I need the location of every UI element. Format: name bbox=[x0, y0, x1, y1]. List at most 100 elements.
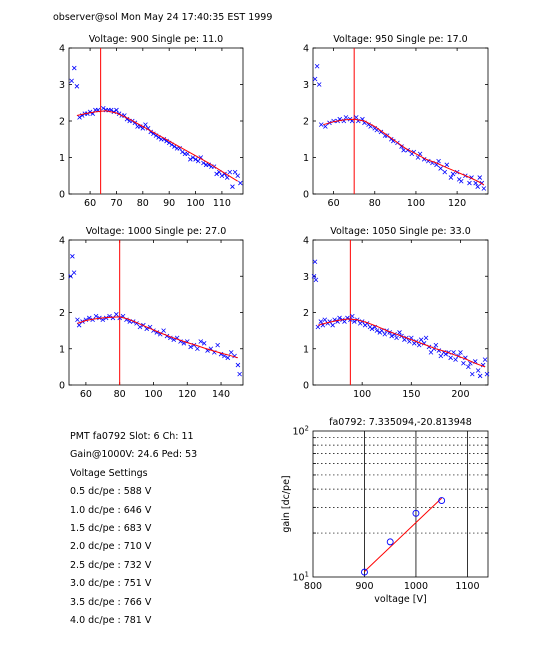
data-point bbox=[401, 147, 406, 153]
x-tick-label: 60 bbox=[80, 389, 92, 400]
data-point bbox=[76, 322, 82, 328]
x-tick-label: 1100 bbox=[455, 581, 479, 592]
data-point bbox=[225, 355, 231, 361]
data-point bbox=[74, 84, 80, 89]
setting-item: 1.0 dc/pe : 646 V bbox=[70, 504, 152, 516]
data-point bbox=[397, 330, 402, 335]
y-tick-label: 1 bbox=[59, 344, 65, 355]
x-tick-label: 100 bbox=[186, 198, 204, 209]
plot-title: Voltage: 1000 Single pe: 27.0 bbox=[86, 226, 227, 237]
data-point bbox=[195, 346, 200, 352]
data-point bbox=[448, 175, 454, 180]
data-point bbox=[466, 364, 471, 370]
x-tick-label: 80 bbox=[137, 198, 149, 209]
setting-item: 0.5 dc/pe : 588 V bbox=[70, 486, 152, 498]
data-point bbox=[475, 184, 480, 189]
x-tick-label: 900 bbox=[355, 581, 373, 592]
data-point bbox=[448, 355, 453, 361]
data-point bbox=[386, 538, 394, 546]
data-point bbox=[235, 362, 241, 368]
x-tick-label: 1000 bbox=[404, 581, 428, 592]
data-point bbox=[228, 350, 234, 355]
plot-voltage-1000: Voltage: 1000 Single pe: 27.060 80 100 120 1… bbox=[59, 226, 244, 400]
data-point bbox=[337, 315, 342, 321]
fit-curve bbox=[317, 318, 486, 368]
y-tick-label: 2 bbox=[59, 117, 65, 128]
data-point bbox=[458, 178, 464, 184]
data-point bbox=[369, 326, 375, 332]
data-point bbox=[237, 371, 242, 377]
plot-title: Voltage: 950 Single pe: 17.0 bbox=[333, 34, 467, 45]
data-point bbox=[399, 144, 404, 149]
pmt-line: PMT fa0792 Slot: 6 Ch: 11 bbox=[70, 431, 194, 442]
data-point bbox=[198, 339, 204, 344]
y-tick-label: 4 bbox=[303, 44, 309, 55]
data-point bbox=[161, 328, 166, 333]
x-tick-label: 800 bbox=[304, 581, 322, 592]
data-point bbox=[69, 78, 74, 84]
x-tick-label: 90 bbox=[163, 198, 175, 209]
data-point bbox=[238, 180, 243, 186]
data-point bbox=[353, 115, 359, 120]
data-point bbox=[314, 63, 320, 69]
data-point bbox=[93, 313, 99, 319]
data-point bbox=[342, 319, 347, 324]
fit-line bbox=[364, 497, 443, 572]
data-point bbox=[350, 313, 355, 319]
x-tick-label: 100 bbox=[407, 198, 425, 209]
x-tick-label: 100 bbox=[144, 389, 162, 400]
x-tick-label: 70 bbox=[110, 198, 122, 209]
data-point bbox=[114, 312, 119, 317]
x-tick-label: 80 bbox=[369, 198, 381, 209]
setting-item: 2.5 dc/pe : 732 V bbox=[70, 559, 152, 571]
x-tick-label: 60 bbox=[84, 198, 96, 209]
report-header: observer@sol Mon May 24 17:40:35 EST 199… bbox=[53, 12, 273, 23]
data-point bbox=[315, 324, 321, 330]
plot-voltage-950: Voltage: 950 Single pe: 17.0 60 80 100 120 0 1… bbox=[303, 34, 489, 209]
data-point bbox=[475, 368, 481, 373]
y-tick-label: 3 bbox=[59, 272, 65, 283]
data-point bbox=[316, 82, 322, 87]
data-point bbox=[444, 162, 450, 168]
y-tick-label: 0 bbox=[59, 381, 65, 392]
fit-curve bbox=[323, 118, 485, 186]
data-point bbox=[313, 277, 319, 283]
data-point bbox=[137, 124, 143, 129]
data-point bbox=[378, 129, 384, 135]
data-point bbox=[330, 322, 335, 328]
data-point bbox=[164, 138, 169, 144]
y-tick-label: 2 bbox=[303, 308, 309, 319]
data-point bbox=[436, 158, 441, 164]
plot-gain-vs-voltage: 800 900 1000 1100 fa0792: 7.335094,-20.81394… bbox=[281, 417, 489, 605]
data-point bbox=[190, 155, 196, 160]
data-point bbox=[143, 122, 148, 127]
data-point bbox=[416, 342, 422, 348]
x-tick-label: 200 bbox=[451, 389, 469, 400]
data-point bbox=[467, 180, 472, 186]
data-point bbox=[322, 317, 328, 323]
plot-title: fa0792: 7.335094,-20.813948 bbox=[329, 417, 472, 428]
data-point bbox=[180, 149, 185, 155]
plot-frame bbox=[312, 430, 489, 578]
plot-frame bbox=[68, 47, 244, 195]
gain-line: Gain@1000V: 24.6 Ped: 53 bbox=[70, 449, 198, 461]
fit-curve bbox=[76, 110, 238, 182]
data-point bbox=[374, 328, 380, 333]
data-point bbox=[438, 353, 444, 359]
data-point bbox=[114, 107, 119, 113]
x-tick-label: 100 bbox=[353, 389, 371, 400]
data-point bbox=[352, 319, 357, 324]
data-point bbox=[477, 373, 483, 379]
y-tick-label: 0 bbox=[303, 190, 309, 201]
data-point bbox=[443, 351, 449, 357]
plot-voltage-900: Voltage: 900 Single pe: 11.0 60 70 80 90 100 1… bbox=[59, 34, 244, 209]
data-point bbox=[391, 138, 396, 144]
data-point bbox=[219, 173, 225, 179]
y-tick-label: 4 bbox=[59, 236, 65, 247]
data-point bbox=[389, 333, 394, 339]
y-tick-label: 2 bbox=[303, 117, 309, 128]
setting-item: 3.5 dc/pe : 766 V bbox=[70, 596, 152, 608]
setting-item: 1.5 dc/pe : 683 V bbox=[70, 523, 152, 535]
data-point bbox=[428, 350, 434, 355]
data-point bbox=[100, 105, 106, 111]
